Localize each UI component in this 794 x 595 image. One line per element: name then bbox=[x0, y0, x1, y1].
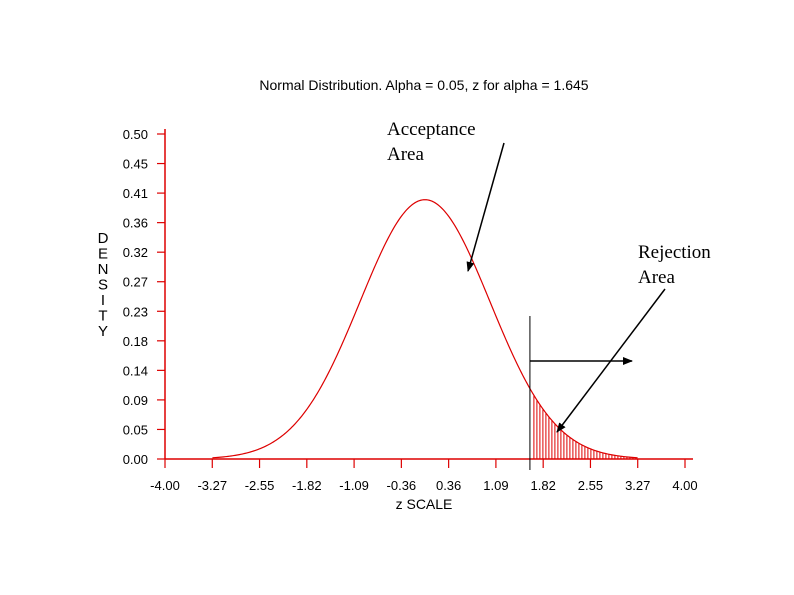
y-axis-label-letter: E bbox=[98, 246, 108, 263]
x-tick-label: 1.82 bbox=[531, 478, 556, 493]
x-tick-label: -0.36 bbox=[387, 478, 417, 493]
acceptance-label-line2: Area bbox=[387, 144, 424, 165]
y-tick-label: 0.05 bbox=[123, 422, 148, 437]
x-tick-label: -1.82 bbox=[292, 478, 322, 493]
y-tick-label: 0.09 bbox=[123, 393, 148, 408]
chart-title: Normal Distribution. Alpha = 0.05, z for… bbox=[259, 77, 588, 93]
y-axis-label-letter: Y bbox=[98, 323, 108, 340]
y-axis-label-letter: N bbox=[98, 261, 109, 278]
x-tick-label: 2.55 bbox=[578, 478, 603, 493]
rejection-label-line2: Area bbox=[638, 267, 675, 288]
x-tick-label: -2.55 bbox=[245, 478, 275, 493]
x-tick-label: 0.36 bbox=[436, 478, 461, 493]
y-axis-label-letter: T bbox=[98, 308, 107, 325]
y-axis-ticks: 0.00 0.05 0.09 0.14 0.18 0.23 0.27 0.32 0.36 0.41… bbox=[123, 127, 165, 467]
x-tick-label: 3.27 bbox=[625, 478, 650, 493]
x-tick-label: 4.00 bbox=[672, 478, 697, 493]
y-tick-label: 0.41 bbox=[123, 186, 148, 201]
rejection-label-line1: Rejection bbox=[638, 242, 711, 263]
x-tick-label: -1.09 bbox=[339, 478, 369, 493]
y-tick-label: 0.45 bbox=[123, 157, 148, 172]
y-tick-label: 0.32 bbox=[123, 245, 148, 260]
x-tick-label: -3.27 bbox=[197, 478, 227, 493]
y-tick-label: 0.00 bbox=[123, 452, 148, 467]
rejection-area-shading bbox=[533, 395, 637, 459]
y-tick-label: 0.23 bbox=[123, 304, 148, 319]
y-tick-label: 0.14 bbox=[123, 363, 148, 378]
x-tick-label: -4.00 bbox=[150, 478, 180, 493]
y-axis-label-letter: S bbox=[98, 277, 108, 294]
y-tick-label: 0.36 bbox=[123, 216, 148, 231]
y-axis-label-letter: D bbox=[98, 230, 109, 247]
y-tick-label: 0.27 bbox=[123, 275, 148, 290]
acceptance-label-line1: Acceptance bbox=[387, 119, 476, 140]
y-tick-label: 0.50 bbox=[123, 127, 148, 142]
y-tick-label: 0.18 bbox=[123, 334, 148, 349]
density-curve bbox=[212, 199, 638, 459]
y-axis-label-letter: I bbox=[101, 292, 105, 309]
x-tick-label: 1.09 bbox=[483, 478, 508, 493]
x-axis-ticks: -4.00 -3.27 -2.55 -1.82 -1.09 -0.36 0.36 1.09 1.… bbox=[150, 459, 698, 493]
acceptance-arrow bbox=[466, 142, 505, 272]
x-axis-label: z SCALE bbox=[396, 496, 453, 512]
